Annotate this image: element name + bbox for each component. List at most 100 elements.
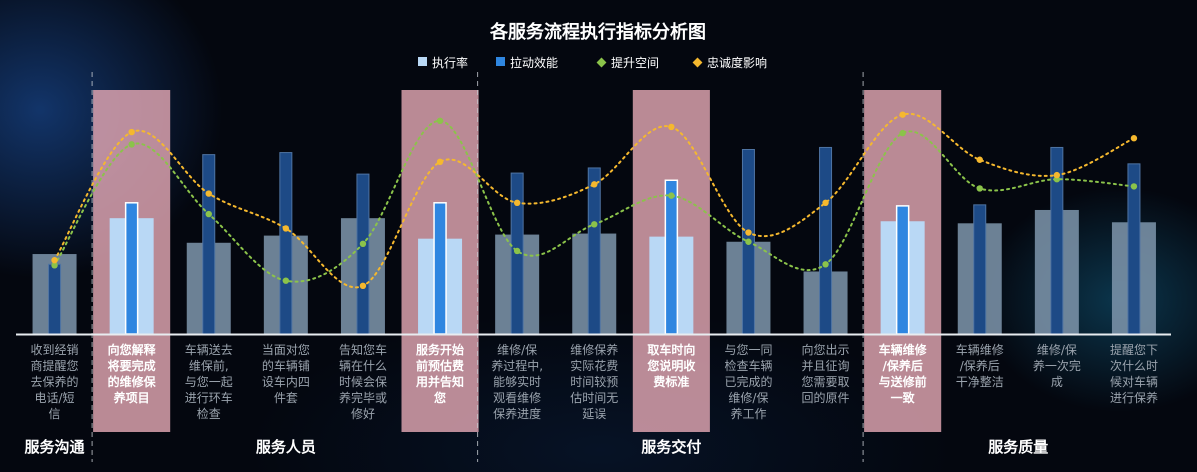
improvement-space-point-7 [591,221,598,228]
group-labels: 服务沟通 服务人员 服务交付 服务质量 [25,438,1049,456]
bar-pull-efficiency-12 [973,204,987,335]
category-label-line: 提醒您下 [1110,342,1158,357]
category-label-line: 检查车辆 [724,358,772,373]
legend-marker-1 [496,57,505,66]
legend-label-0: 执行率 [432,55,468,70]
category-label-line: 一致 [891,390,916,405]
category-label-line: 收到经销 [31,343,79,357]
legend: 执行率 拉动效能 提升空间 忠诚度影响 [418,55,767,70]
loyalty-impact-point-8 [668,123,675,131]
group-dividers [91,72,864,462]
group-label-2: 服务交付 [641,438,701,456]
category-label-line: 时候会保 [339,375,387,389]
category-label-line: 养完毕或 [339,390,387,405]
category-label-10: 向您出示并且征询您需要取回的原件 [802,342,850,405]
loyalty-impact-point-9 [745,229,752,236]
improvement-space-point-0 [51,262,58,269]
category-label-line: /保养后 [882,358,922,373]
bar-pull-efficiency-10 [819,146,833,335]
category-label-line: 您需要取 [802,374,850,389]
category-label-line: 估时间无 [570,391,618,405]
category-label-line: 保养进度 [493,406,541,421]
category-label-line: 信 [49,407,61,421]
category-label-line: 维保前, [189,358,229,373]
category-label-line: 与您一同 [724,342,772,357]
category-label-line: 进行保养 [1110,390,1158,405]
bar-pull-efficiency-4 [356,173,370,335]
bar-pull-efficiency-5 [433,202,447,335]
loyalty-impact-point-7 [591,181,598,188]
bar-pull-efficiency-8 [664,179,679,335]
category-label-line: 车辆维修 [956,342,1004,357]
category-label-line: 养一次完 [1033,358,1081,373]
category-label-line: 候对车辆 [1110,374,1158,389]
category-label-line: 费标准 [653,374,689,389]
loyalty-impact-point-10 [822,199,829,206]
bar-pull-efficiency-11 [895,205,910,335]
legend-marker-3 [692,57,703,68]
bar-pull-efficiency-0 [48,263,62,335]
category-label-line: 去保养的 [31,374,79,389]
improvement-space-point-10 [822,261,829,268]
improvement-space-point-11 [899,129,906,137]
category-label-4: 告知您车辆在什么时候会保养完毕或修好 [339,342,387,421]
legend-label-3: 忠诚度影响 [707,55,767,70]
category-label-line: 件套 [274,391,298,405]
category-label-line: 车辆送去 [185,342,233,357]
category-label-line: 的车辆铺 [262,358,310,373]
category-label-line: 进行环车 [185,390,233,405]
improvement-space-point-2 [205,210,212,218]
category-label-12: 车辆维修/保养后干净整洁 [956,342,1004,389]
category-label-line: 前预估费 [416,358,464,373]
group-label-0: 服务沟通 [25,438,85,456]
category-label-line: 检查 [197,406,221,421]
category-label-6: 维修/保养过程中,能够实时观看维修保养进度 [491,342,543,421]
chart-title: 各服务流程执行指标分析图 [489,21,706,43]
category-label-line: 维修/保 [1037,342,1077,357]
loyalty-impact-point-3 [282,225,290,232]
category-label-3: 当面对您的车辆铺设车内四件套 [262,342,310,405]
group-label-3: 服务质量 [988,438,1048,456]
category-labels: 收到经销商提醒您去保养的电话/短信向您解释将要完成的维修保养项目车辆送去维保前,… [31,342,1158,421]
bar-pull-efficiency-1 [124,202,139,335]
category-label-line: 养工作 [730,406,766,421]
category-label-line: 干净整洁 [956,374,1004,389]
category-label-line: 将要完成 [108,358,156,373]
bars [32,146,1156,335]
bar-pull-efficiency-2 [202,154,216,335]
category-label-2: 车辆送去维保前,与您一起进行环车检查 [185,342,233,421]
loyalty-impact-line [53,112,1135,289]
category-label-line: 维修保养 [570,342,618,357]
category-label-14: 提醒您下次什么时候对车辆进行保养 [1110,342,1158,405]
bar-pull-efficiency-7 [587,167,601,335]
category-label-line: 您说明收 [647,358,695,373]
category-label-line: 辆在什么 [339,359,387,373]
category-label-line: 向您出示 [802,342,850,357]
category-label-line: 成 [1051,375,1063,389]
category-label-line: 观看维修 [493,390,541,405]
series-lines [51,111,1138,290]
category-label-13: 维修/保养一次完成 [1033,342,1081,389]
category-label-line: 告知您车 [339,342,387,357]
category-label-line: 养项目 [113,390,150,405]
category-label-line: 回的原件 [802,390,850,405]
loyalty-impact-point-1 [128,128,135,136]
category-label-line: 养过程中, [491,358,543,373]
improvement-space-point-1 [128,141,135,148]
category-label-line: 商提醒您 [31,358,79,373]
category-label-line: 与您一起 [185,374,233,389]
bar-pull-efficiency-3 [279,152,293,335]
category-label-line: 服务开始 [416,342,464,357]
legend-label-1: 拉动效能 [510,55,558,70]
category-label-line: 维修/保 [728,390,768,405]
category-label-line: 电话/短 [35,391,75,405]
loyalty-impact-point-11 [899,111,906,118]
category-label-line: 延误 [582,407,606,421]
group-label-1: 服务人员 [256,438,316,456]
improvement-space-point-5 [436,117,444,125]
loyalty-impact-point-6 [513,199,521,206]
improvement-space-point-6 [513,247,521,255]
improvement-space-point-9 [745,238,752,245]
category-label-line: 的维修保 [108,374,157,389]
improvement-space-point-14 [1130,183,1138,190]
